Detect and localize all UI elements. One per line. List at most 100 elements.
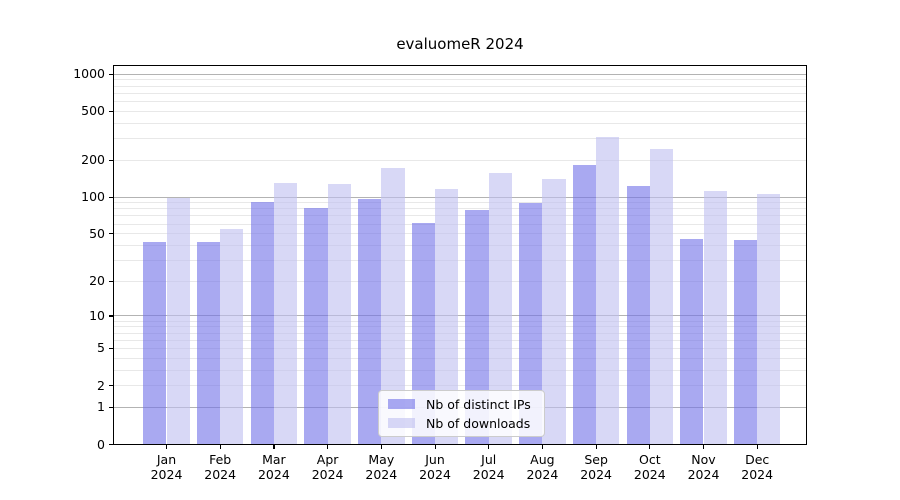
y-tick-label: 500 — [81, 103, 105, 119]
y-tickmark — [109, 280, 113, 282]
x-tickmark — [541, 445, 544, 449]
bar-downloads — [596, 136, 620, 445]
minor-gridline — [113, 208, 807, 210]
bar-downloads — [381, 167, 405, 445]
x-tick-label: Jul 2024 — [472, 451, 505, 482]
bar-ips — [733, 240, 758, 445]
legend-item-distinct-ips: Nb of distinct IPs — [388, 397, 535, 412]
x-tick-label: Sep 2024 — [580, 451, 612, 482]
x-tick-label: May 2024 — [365, 451, 398, 482]
y-tick-label: 100 — [81, 189, 105, 205]
bar-ips — [680, 239, 704, 445]
bar-downloads — [542, 178, 566, 445]
bar-downloads — [435, 189, 459, 445]
bar-ips — [143, 241, 167, 445]
minor-gridline — [113, 100, 807, 102]
minor-gridline — [113, 215, 807, 217]
bar-downloads — [649, 149, 674, 445]
x-tickmark — [219, 445, 221, 449]
y-tickmark — [109, 444, 113, 446]
plot-border — [113, 65, 807, 445]
y-tickmark — [109, 110, 113, 112]
chart-title: evaluomeR 2024 — [396, 35, 524, 53]
minor-gridline — [113, 357, 807, 359]
bar-ips — [465, 209, 489, 445]
bar-downloads — [327, 184, 351, 445]
bar-ips — [519, 202, 543, 445]
x-tickmark — [434, 445, 436, 449]
legend-swatch-downloads — [388, 418, 415, 428]
bar-downloads — [166, 198, 190, 445]
bar-ips — [626, 185, 650, 445]
bar-ips — [196, 241, 221, 445]
minor-gridline — [113, 138, 807, 140]
bar-downloads — [488, 173, 512, 445]
minor-gridline — [113, 233, 807, 235]
y-tick-label: 1 — [97, 399, 105, 415]
bar-ips — [358, 198, 382, 445]
bar-ips — [411, 223, 435, 445]
x-tickmark — [756, 445, 758, 449]
minor-gridline — [113, 202, 807, 204]
minor-gridline — [113, 259, 807, 261]
y-tickmark — [109, 347, 113, 350]
bar-downloads — [273, 183, 298, 445]
minor-gridline — [113, 339, 807, 341]
minor-gridline — [113, 320, 807, 322]
x-tickmark — [380, 445, 382, 449]
x-tick-label: Nov 2024 — [687, 451, 720, 482]
bar-ips — [250, 202, 274, 445]
minor-gridline — [113, 92, 807, 94]
y-tickmark — [109, 233, 113, 235]
minor-gridline — [113, 244, 807, 246]
legend: Nb of distinct IPs Nb of downloads — [378, 390, 545, 437]
minor-gridline — [113, 369, 807, 371]
minor-gridline — [113, 326, 807, 328]
x-tickmark — [649, 445, 651, 449]
y-tickmark — [109, 385, 113, 387]
bar-ips — [304, 207, 328, 445]
x-tickmark — [327, 445, 329, 449]
x-tickmark — [273, 445, 275, 449]
legend-swatch-distinct-ips — [388, 399, 415, 409]
y-tick-label: 20 — [89, 273, 105, 289]
minor-gridline — [113, 332, 807, 334]
x-tick-label: Mar 2024 — [257, 451, 290, 482]
legend-label-distinct-ips: Nb of distinct IPs — [426, 396, 531, 412]
x-tickmark — [488, 445, 490, 449]
legend-item-downloads: Nb of downloads — [388, 416, 535, 431]
bar-downloads — [757, 194, 781, 445]
legend-label-downloads: Nb of downloads — [426, 415, 531, 431]
x-tickmark — [703, 445, 705, 449]
y-tick-label: 0 — [97, 436, 105, 452]
y-tick-label: 10 — [89, 307, 105, 323]
y-tickmark — [109, 196, 113, 198]
bar-downloads — [703, 190, 727, 445]
x-tick-label: Jun 2024 — [419, 451, 451, 482]
minor-gridline — [113, 159, 807, 161]
x-tick-label: Aug 2024 — [526, 451, 559, 482]
y-tickmark — [109, 73, 113, 75]
y-tick-label: 50 — [89, 225, 105, 241]
minor-gridline — [113, 122, 807, 124]
minor-gridline — [113, 385, 807, 387]
major-gridline — [113, 315, 807, 317]
x-tickmark — [166, 445, 168, 449]
y-tick-label: 200 — [81, 152, 105, 168]
y-tick-label: 5 — [97, 340, 105, 356]
minor-gridline — [113, 223, 807, 225]
bar-ips — [572, 164, 597, 445]
x-tick-label: Jan 2024 — [150, 451, 183, 482]
y-tickmark — [109, 159, 113, 161]
x-tick-label: Apr 2024 — [311, 451, 344, 482]
minor-gridline — [113, 280, 807, 282]
minor-gridline — [113, 347, 807, 349]
y-tickmark — [109, 406, 113, 409]
major-gridline — [113, 196, 807, 198]
y-tickmark — [109, 315, 113, 317]
x-tick-label: Feb 2024 — [204, 451, 237, 482]
